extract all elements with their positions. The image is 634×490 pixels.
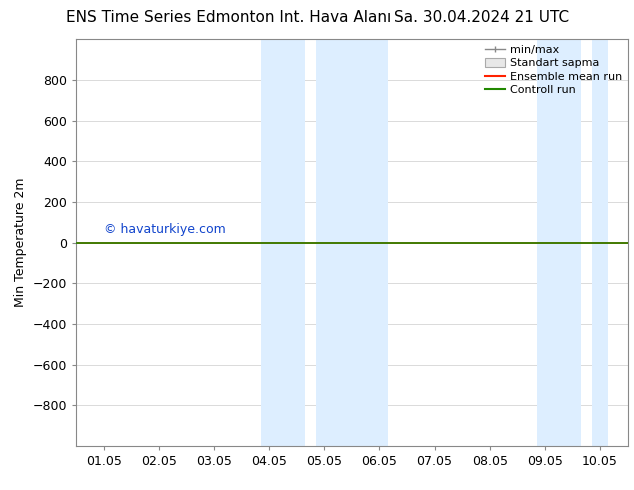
Bar — [592, 39, 609, 446]
Text: © havaturkiye.com: © havaturkiye.com — [103, 223, 226, 237]
Bar — [316, 39, 388, 446]
Bar — [536, 39, 581, 446]
Bar — [261, 39, 305, 446]
Y-axis label: Min Temperature 2m: Min Temperature 2m — [14, 178, 27, 307]
Text: ENS Time Series Edmonton Int. Hava Alanı: ENS Time Series Edmonton Int. Hava Alanı — [65, 10, 391, 24]
Text: Sa. 30.04.2024 21 UTC: Sa. 30.04.2024 21 UTC — [394, 10, 569, 24]
Legend: min/max, Standart sapma, Ensemble mean run, Controll run: min/max, Standart sapma, Ensemble mean r… — [486, 45, 622, 95]
